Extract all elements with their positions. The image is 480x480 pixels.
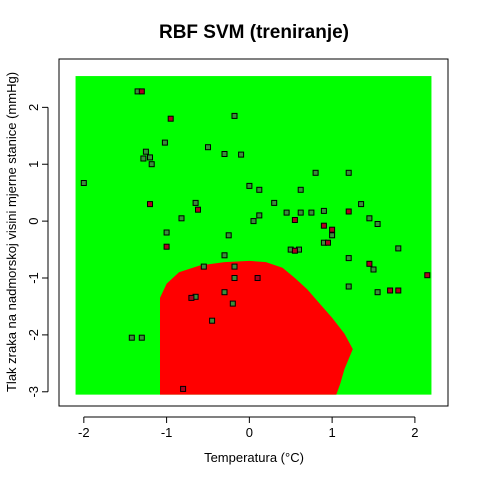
point-green-41 <box>231 275 238 281</box>
region-red <box>160 260 353 395</box>
point-green-15 <box>256 186 263 193</box>
point-red-4 <box>163 243 170 250</box>
point-green-48 <box>221 289 228 296</box>
y-tick-label: -2 <box>26 329 41 341</box>
point-red-14 <box>395 287 402 294</box>
point-green-21 <box>312 169 319 176</box>
point-green-46 <box>138 334 145 341</box>
point-green-0 <box>80 180 87 186</box>
point-red-9 <box>325 239 331 246</box>
point-green-6 <box>161 139 168 146</box>
point-green-5 <box>148 161 155 168</box>
point-red-12 <box>366 260 373 267</box>
point-red-8 <box>320 222 327 229</box>
point-green-12 <box>231 112 238 119</box>
point-green-16 <box>256 212 263 219</box>
point-green-14 <box>246 182 253 189</box>
x-tick-label: 0 <box>246 425 253 440</box>
x-axis-label: Temperatura (°C) <box>204 450 304 465</box>
y-axis-label: Tlak zraka na nadmorskoj visini mjerne s… <box>4 72 19 392</box>
axes: -2 -1 0 1 2 -3 -2 -1 0 1 2 <box>26 104 419 440</box>
point-green-17 <box>271 199 278 206</box>
point-red-3 <box>195 206 201 213</box>
point-green-31 <box>370 266 377 273</box>
point-green-24 <box>329 232 336 239</box>
point-green-42 <box>229 300 236 307</box>
point-green-11 <box>221 151 228 157</box>
point-red-13 <box>387 287 394 294</box>
point-green-4 <box>147 154 153 161</box>
point-red-6 <box>291 217 298 223</box>
point-green-39 <box>231 263 238 270</box>
point-red-15 <box>424 272 431 279</box>
chart-title: RBF SVM (treniranje) <box>159 22 349 43</box>
y-tick-label: -3 <box>26 386 41 398</box>
point-green-7 <box>178 215 185 222</box>
y-tick-label: 2 <box>26 104 41 111</box>
point-red-11 <box>345 208 352 215</box>
x-tick-label: -2 <box>78 425 90 440</box>
point-red-16 <box>254 275 261 281</box>
data-points <box>80 88 431 392</box>
point-green-43 <box>225 232 232 239</box>
point-green-27 <box>358 201 365 208</box>
point-green-20 <box>297 209 304 216</box>
point-green-45 <box>209 317 216 324</box>
point-red-0 <box>138 88 145 95</box>
y-tick-label: 1 <box>26 161 41 168</box>
point-green-8 <box>163 229 170 236</box>
point-green-29 <box>374 221 381 227</box>
x-tick-label: 1 <box>329 425 336 440</box>
point-green-40 <box>200 263 207 270</box>
y-tick-label: 0 <box>26 218 41 225</box>
point-green-18 <box>283 209 290 216</box>
point-green-22 <box>308 209 315 216</box>
point-red-7 <box>291 247 298 254</box>
point-green-19 <box>297 186 304 193</box>
point-green-13 <box>238 151 245 158</box>
point-red-2 <box>147 201 153 208</box>
point-green-32 <box>374 289 381 296</box>
plot-area <box>75 76 432 395</box>
point-green-37 <box>250 218 257 225</box>
point-green-9 <box>192 199 199 206</box>
point-green-26 <box>345 169 352 176</box>
point-green-34 <box>345 283 352 290</box>
plot-frame <box>58 58 449 407</box>
point-red-5 <box>180 385 187 392</box>
point-red-17 <box>188 294 195 301</box>
point-green-3 <box>140 155 147 162</box>
point-green-30 <box>345 255 352 262</box>
point-green-10 <box>205 144 211 151</box>
point-green-2 <box>142 148 149 155</box>
point-red-1 <box>167 115 174 122</box>
point-green-38 <box>221 252 228 259</box>
y-tick-label: -1 <box>26 272 41 284</box>
point-red-10 <box>329 226 336 233</box>
point-green-28 <box>366 215 373 222</box>
point-green-47 <box>128 334 135 341</box>
point-green-33 <box>395 245 402 252</box>
x-tick-label: -1 <box>161 425 173 440</box>
point-green-23 <box>320 207 327 214</box>
x-tick-label: 2 <box>411 425 418 440</box>
